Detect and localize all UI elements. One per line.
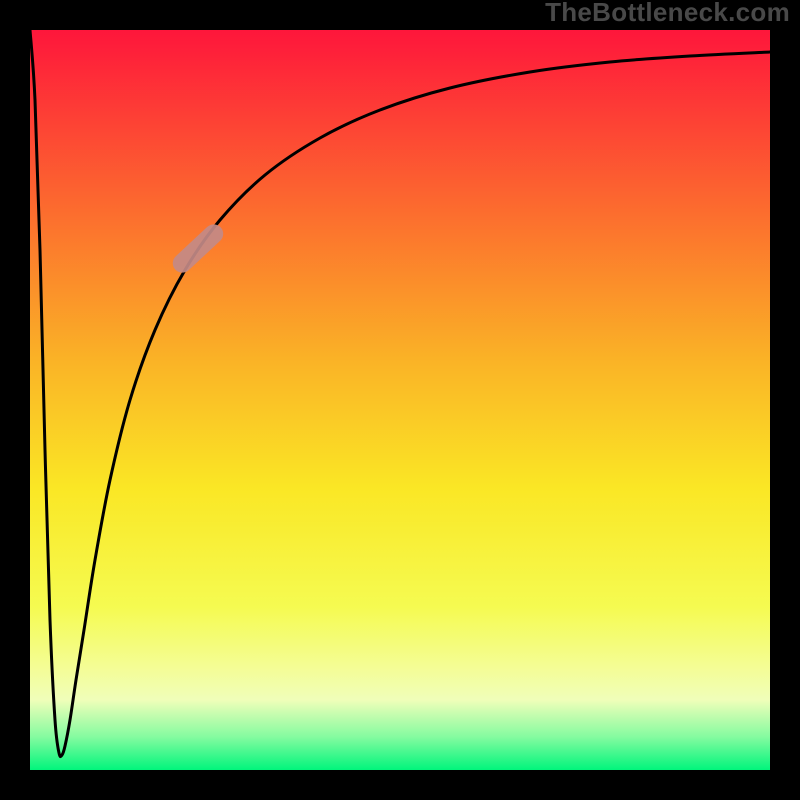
watermark-text: TheBottleneck.com — [545, 0, 790, 28]
border-bottom — [0, 770, 800, 800]
border-left — [0, 0, 30, 800]
plot-area — [30, 30, 770, 770]
bottleneck-curve — [30, 30, 770, 757]
curve-svg — [30, 30, 770, 770]
border-right — [770, 0, 800, 800]
chart-root: TheBottleneck.com — [0, 0, 800, 800]
